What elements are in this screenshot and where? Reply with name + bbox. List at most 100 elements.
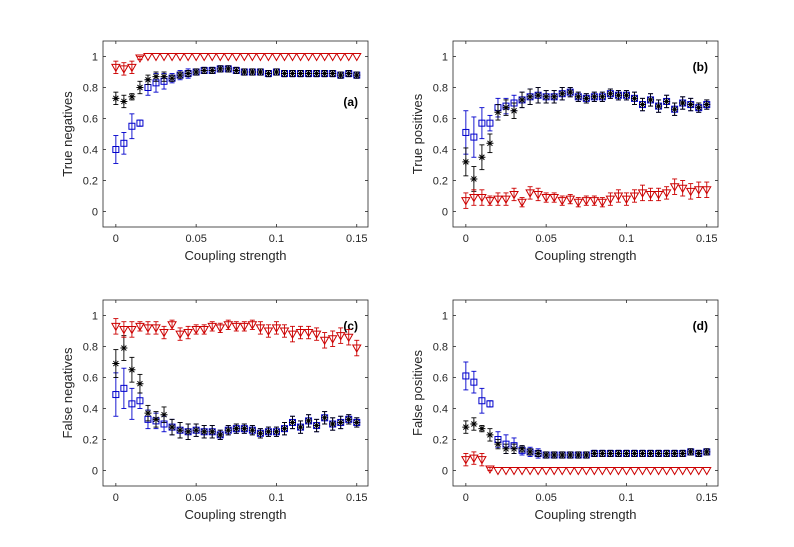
y-tick-label: 0.4 bbox=[433, 145, 448, 157]
x-axis-label: Coupling strength bbox=[185, 248, 287, 263]
data-point-triangle bbox=[661, 467, 672, 476]
data-point-star bbox=[606, 90, 614, 98]
data-point-triangle bbox=[135, 54, 145, 64]
y-tick-label: 0.2 bbox=[433, 435, 448, 447]
data-point-square bbox=[112, 391, 120, 399]
data-point-triangle bbox=[263, 53, 274, 62]
data-point-star bbox=[160, 73, 168, 81]
y-tick-label: 0.8 bbox=[433, 342, 448, 354]
data-point-star bbox=[614, 91, 622, 99]
data-point-triangle bbox=[477, 456, 487, 465]
data-point-triangle bbox=[223, 321, 234, 330]
data-point-triangle bbox=[565, 195, 576, 205]
data-point-star bbox=[337, 418, 345, 426]
data-point-triangle bbox=[493, 467, 503, 476]
data-point-star bbox=[128, 366, 136, 374]
data-point-star bbox=[542, 93, 550, 101]
data-point-star bbox=[679, 99, 687, 107]
panel-label: (d) bbox=[693, 319, 708, 333]
data-point-triangle bbox=[127, 325, 137, 335]
x-tick-label: 0 bbox=[463, 492, 469, 504]
data-point-triangle bbox=[517, 467, 527, 476]
data-point-star bbox=[280, 70, 288, 78]
data-point-star bbox=[663, 449, 671, 457]
data-point-star bbox=[208, 66, 216, 74]
x-tick-label: 0.15 bbox=[696, 233, 717, 245]
data-point-triangle bbox=[469, 194, 479, 203]
data-point-star bbox=[598, 93, 606, 101]
data-point-triangle bbox=[263, 327, 274, 337]
data-point-star bbox=[526, 448, 534, 456]
data-point-triangle bbox=[110, 322, 121, 332]
data-point-triangle bbox=[685, 187, 696, 197]
data-point-square bbox=[112, 146, 120, 153]
data-point-triangle bbox=[485, 465, 495, 474]
y-axis-label: True negatives bbox=[60, 91, 75, 177]
data-point-star bbox=[614, 449, 622, 457]
data-point-triangle bbox=[565, 467, 576, 476]
data-point-triangle bbox=[613, 192, 624, 202]
data-point-star bbox=[687, 448, 695, 456]
y-tick-label: 0 bbox=[92, 466, 98, 478]
data-point-triangle bbox=[597, 198, 608, 208]
data-point-triangle bbox=[501, 467, 511, 476]
y-tick-label: 0.2 bbox=[83, 176, 98, 188]
data-point-star bbox=[647, 96, 655, 104]
data-point-square bbox=[120, 139, 128, 147]
x-tick-label: 0.05 bbox=[535, 233, 556, 245]
data-point-triangle bbox=[557, 467, 568, 476]
data-point-star bbox=[136, 380, 144, 388]
data-point-triangle bbox=[541, 467, 552, 476]
data-point-triangle bbox=[351, 344, 362, 354]
data-point-triangle bbox=[215, 324, 226, 333]
data-point-triangle bbox=[143, 53, 153, 62]
data-point-star bbox=[136, 84, 144, 91]
data-point-triangle bbox=[271, 324, 282, 333]
data-point-triangle bbox=[327, 53, 338, 62]
series-stars bbox=[112, 335, 361, 440]
data-point-star bbox=[478, 425, 486, 433]
data-point-triangle bbox=[629, 467, 640, 476]
data-point-star bbox=[470, 175, 478, 183]
data-point-triangle bbox=[637, 467, 648, 476]
data-point-triangle bbox=[183, 329, 193, 338]
data-point-square bbox=[470, 378, 478, 386]
y-tick-label: 1 bbox=[92, 311, 98, 323]
data-point-triangle bbox=[343, 53, 354, 62]
data-point-triangle bbox=[279, 327, 290, 337]
data-point-star bbox=[200, 428, 208, 436]
data-point-star bbox=[176, 426, 184, 434]
data-point-star bbox=[305, 417, 313, 425]
data-point-triangle bbox=[701, 186, 712, 195]
panel-d: 0 0.05 0.1 0.15 0 0.2 0.4 0.6 0.8 1 Coupling stren… bbox=[410, 299, 719, 522]
data-point-triangle bbox=[247, 321, 258, 330]
data-point-star bbox=[321, 414, 329, 422]
data-point-star bbox=[313, 70, 321, 78]
data-point-triangle bbox=[621, 195, 632, 205]
data-point-star bbox=[240, 68, 248, 76]
data-point-star bbox=[582, 94, 590, 102]
data-point-triangle bbox=[557, 197, 568, 206]
x-tick-label: 0.1 bbox=[619, 492, 634, 504]
data-point-star bbox=[128, 93, 136, 101]
data-point-star bbox=[192, 68, 200, 76]
data-point-star bbox=[671, 105, 679, 113]
x-tick-label: 0 bbox=[113, 233, 119, 245]
data-point-star bbox=[216, 431, 224, 439]
data-point-triangle bbox=[493, 195, 503, 205]
data-point-star bbox=[120, 344, 128, 352]
y-tick-label: 0 bbox=[442, 466, 448, 478]
data-point-star bbox=[321, 70, 329, 78]
data-point-triangle bbox=[199, 53, 210, 62]
data-point-star bbox=[184, 428, 192, 436]
data-point-star bbox=[192, 426, 200, 434]
data-point-square bbox=[136, 397, 144, 405]
data-point-triangle bbox=[255, 53, 266, 62]
data-point-triangle bbox=[509, 190, 519, 200]
data-point-triangle bbox=[645, 467, 656, 476]
y-tick-label: 0.2 bbox=[433, 176, 448, 188]
y-axis-label: True positives bbox=[410, 93, 425, 174]
data-point-square bbox=[478, 397, 486, 405]
data-point-star bbox=[494, 108, 502, 116]
data-point-triangle bbox=[653, 467, 664, 476]
